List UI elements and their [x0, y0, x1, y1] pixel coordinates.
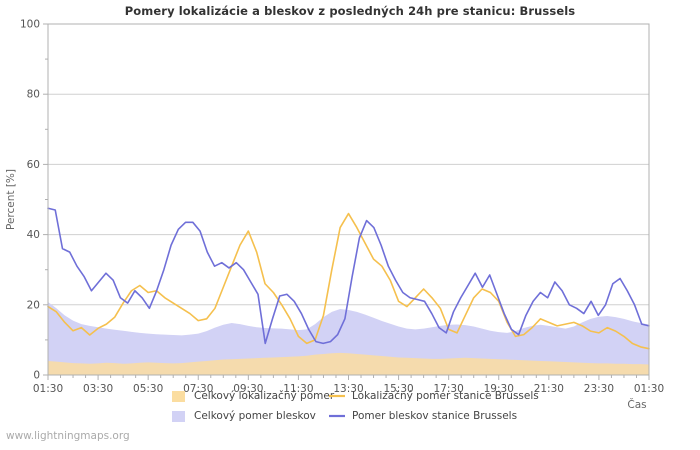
x-tick-label: 23:30: [584, 383, 614, 395]
x-axis-label: Čas: [627, 398, 646, 411]
x-tick-label: 09:30: [233, 383, 263, 395]
x-tick-label: 07:30: [183, 383, 213, 395]
x-tick-label: 01:30: [634, 383, 664, 395]
y-tick-label: 40: [27, 229, 40, 241]
chart-title: Pomery lokalizácie a bleskov z poslednýc…: [124, 4, 576, 18]
y-tick-label: 0: [33, 370, 40, 382]
line-series-station_localization_ratio: [47, 212, 650, 350]
legend-label: Celkový lokalizačný pomer: [194, 390, 335, 402]
line-series-station_lightning_ratio: [47, 207, 650, 345]
x-tick-label: 01:30: [33, 383, 63, 395]
y-axis-label: Percent [%]: [5, 169, 17, 230]
area-series-total_lightning_ratio: [48, 301, 649, 375]
y-tick-label: 60: [27, 159, 40, 171]
legend-label: Celkový pomer bleskov: [194, 410, 316, 422]
x-tick-label: 11:30: [283, 383, 313, 395]
area-series-total_localization_ratio: [48, 352, 649, 375]
x-tick-label: 15:30: [383, 383, 413, 395]
x-tick-label: 17:30: [434, 383, 464, 395]
watermark: www.lightningmaps.org: [6, 430, 130, 442]
legend-label: Pomer bleskov stanice Brussels: [352, 410, 517, 422]
legend-swatch-patch: [172, 391, 185, 402]
x-tick-label: 13:30: [333, 383, 363, 395]
y-tick-label: 20: [27, 299, 40, 311]
x-tick-label: 03:30: [83, 383, 113, 395]
y-tick-label: 100: [20, 19, 40, 31]
x-tick-label: 05:30: [133, 383, 163, 395]
legend-swatch-patch: [172, 411, 185, 422]
legend-label: Lokalizačný pomer stanice Brussels: [352, 390, 539, 402]
y-tick-label: 80: [27, 89, 40, 101]
x-tick-label: 19:30: [484, 383, 514, 395]
x-tick-label: 21:30: [534, 383, 564, 395]
